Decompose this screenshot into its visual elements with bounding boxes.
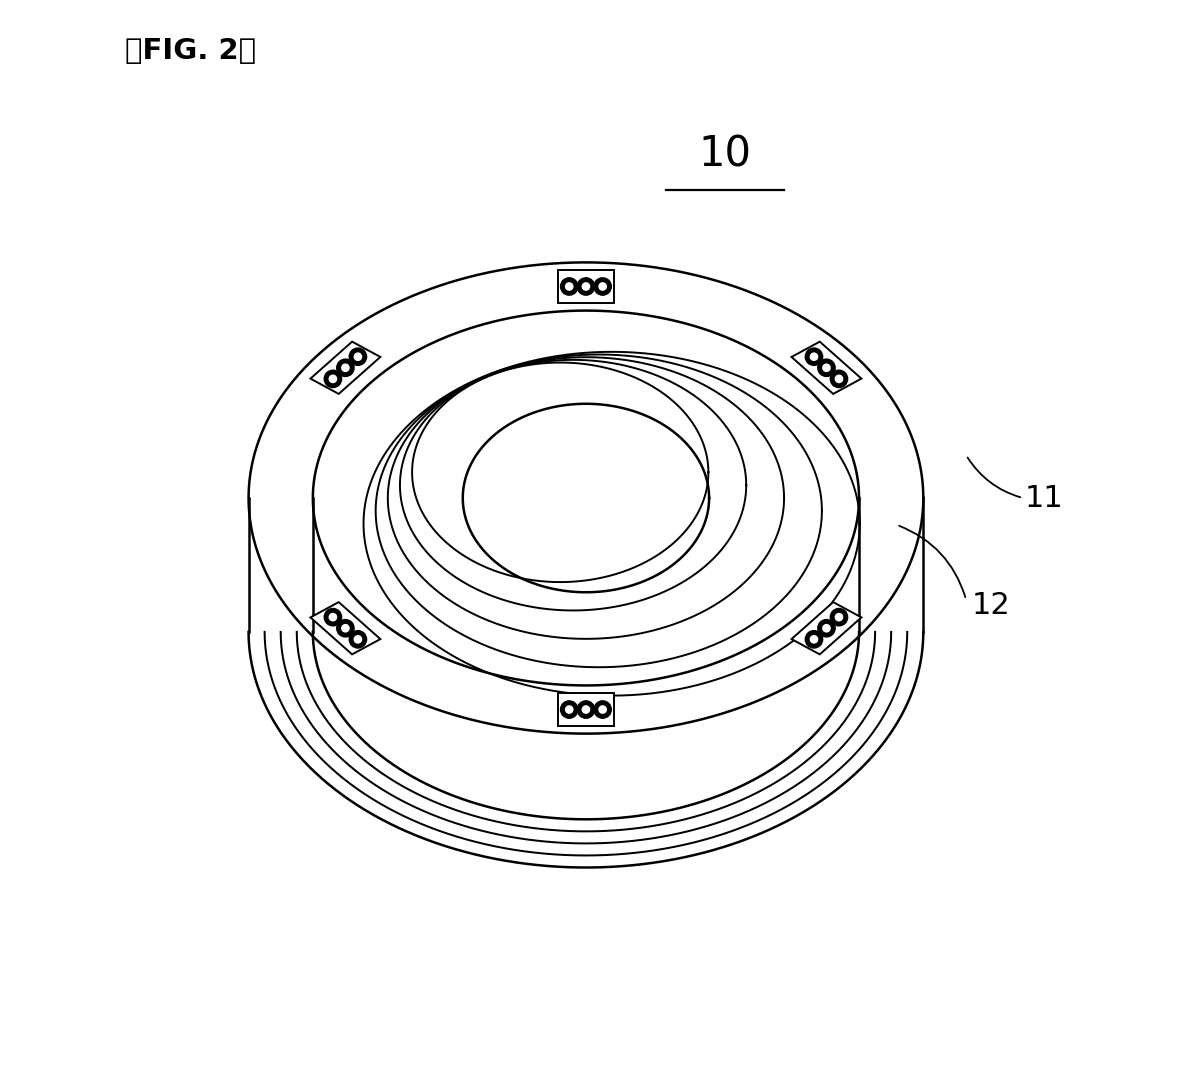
Text: 12: 12 — [972, 590, 1010, 620]
Polygon shape — [311, 602, 380, 654]
Circle shape — [831, 371, 848, 388]
Circle shape — [329, 614, 337, 621]
Polygon shape — [559, 694, 614, 726]
Circle shape — [600, 283, 607, 290]
Circle shape — [836, 375, 843, 382]
Circle shape — [349, 631, 366, 648]
Text: 11: 11 — [1025, 483, 1064, 513]
Circle shape — [805, 348, 822, 365]
Circle shape — [583, 283, 590, 290]
Text: 『FIG. 2』: 『FIG. 2』 — [125, 37, 256, 65]
Circle shape — [349, 348, 366, 365]
Polygon shape — [791, 342, 861, 394]
Polygon shape — [791, 602, 861, 654]
Circle shape — [818, 359, 836, 377]
Circle shape — [577, 277, 595, 296]
Circle shape — [337, 619, 354, 637]
Circle shape — [354, 353, 361, 360]
Circle shape — [342, 624, 349, 632]
Circle shape — [822, 624, 830, 632]
Circle shape — [583, 706, 590, 713]
Circle shape — [822, 364, 830, 372]
Circle shape — [810, 353, 818, 360]
Circle shape — [566, 706, 573, 713]
Circle shape — [600, 706, 607, 713]
Circle shape — [354, 636, 361, 643]
Circle shape — [561, 277, 578, 296]
Circle shape — [577, 700, 595, 719]
Polygon shape — [559, 270, 614, 302]
Polygon shape — [311, 342, 380, 394]
Circle shape — [561, 700, 578, 719]
Circle shape — [324, 371, 342, 388]
Circle shape — [818, 619, 836, 637]
Text: 10: 10 — [698, 134, 751, 176]
Circle shape — [594, 700, 612, 719]
Circle shape — [337, 359, 354, 377]
Circle shape — [324, 608, 342, 625]
Circle shape — [831, 608, 848, 625]
Circle shape — [594, 277, 612, 296]
Circle shape — [805, 631, 822, 648]
Circle shape — [836, 614, 843, 621]
Circle shape — [342, 364, 349, 372]
Circle shape — [329, 375, 337, 382]
Circle shape — [810, 636, 818, 643]
Circle shape — [566, 283, 573, 290]
